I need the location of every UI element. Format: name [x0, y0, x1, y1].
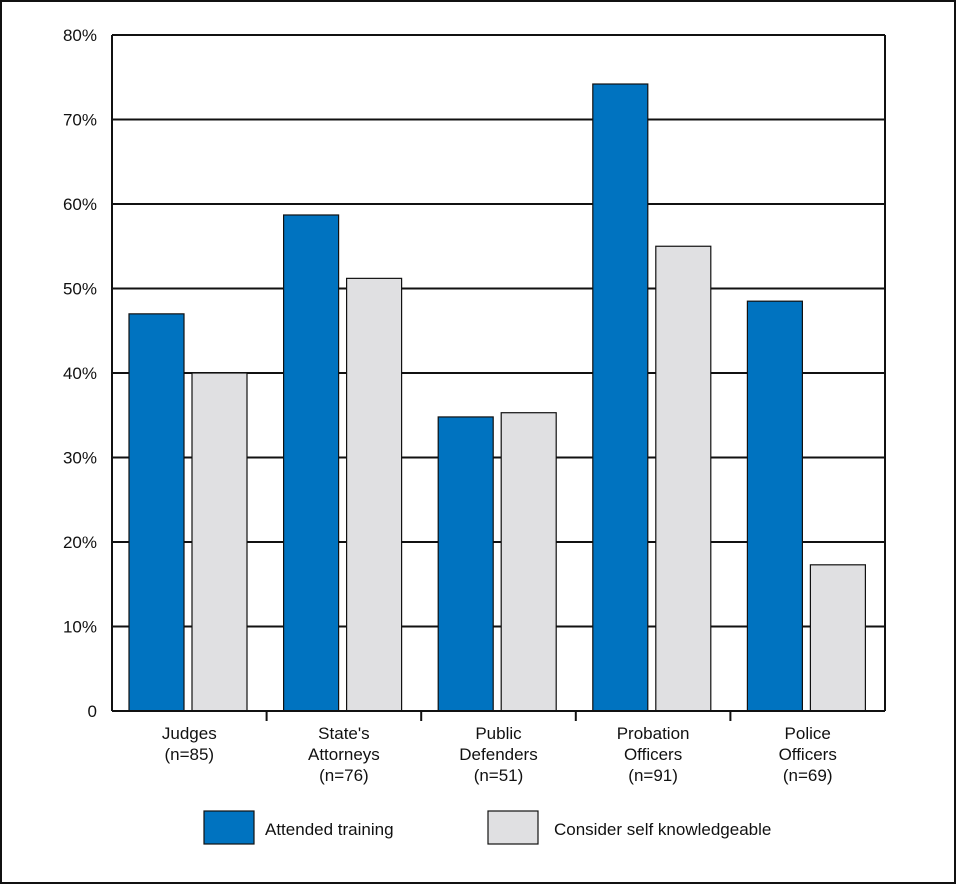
x-tick-label-line: Police	[785, 724, 831, 743]
y-tick-label: 10%	[63, 618, 97, 637]
bar	[809, 564, 867, 712]
bar	[128, 313, 185, 712]
x-tick-label-line: (n=69)	[783, 766, 833, 785]
legend-label: Attended training	[265, 820, 394, 839]
x-axis: Judges (n=85) State's Attorneys (n=76) Public…	[112, 710, 885, 785]
y-tick-label: 70%	[63, 111, 97, 130]
y-tick-label: 0	[88, 702, 97, 721]
x-tick-label: Police Officers (n=69)	[779, 724, 837, 785]
bar	[500, 412, 557, 712]
x-tick-label-line: Public	[475, 724, 522, 743]
x-tick-label: Judges (n=85)	[162, 724, 217, 764]
y-tick-label: 60%	[63, 195, 97, 214]
plot-area	[112, 34, 886, 712]
y-tick-label: 40%	[63, 364, 97, 383]
x-tick-label-line: Defenders	[459, 745, 537, 764]
x-tick-label-line: Probation	[617, 724, 690, 743]
x-tick-label-line: (n=51)	[474, 766, 524, 785]
y-tick-label: 80%	[63, 26, 97, 45]
x-tick-label: State's Attorneys (n=76)	[308, 724, 380, 785]
x-tick-label-line: Officers	[779, 745, 837, 764]
legend-swatch	[487, 810, 539, 845]
bar	[592, 83, 649, 712]
x-tick-label-line: (n=85)	[164, 745, 214, 764]
bar	[655, 245, 712, 712]
x-tick-label-line: Judges	[162, 724, 217, 743]
x-tick-label-line: (n=91)	[628, 766, 678, 785]
bar	[283, 214, 340, 712]
y-tick-label: 30%	[63, 449, 97, 468]
bar	[346, 277, 403, 712]
x-tick-label-line: Officers	[624, 745, 682, 764]
x-tick-label-line: State's	[318, 724, 369, 743]
legend-label: Consider self knowledgeable	[554, 820, 771, 839]
bar	[191, 372, 248, 712]
legend-swatch	[203, 810, 255, 845]
x-tick-label: Public Defenders (n=51)	[459, 724, 537, 785]
y-tick-label: 50%	[63, 280, 97, 299]
y-axis: 0 10% 20% 30% 40% 50% 60% 70% 80%	[63, 26, 113, 721]
bar	[746, 300, 804, 712]
bar	[437, 416, 494, 712]
y-tick-label: 20%	[63, 533, 97, 552]
x-tick-label-line: (n=76)	[319, 766, 369, 785]
x-tick-label: Probation Officers (n=91)	[617, 724, 690, 785]
x-tick-label-line: Attorneys	[308, 745, 380, 764]
legend: Attended training Consider self knowledge…	[203, 810, 771, 845]
